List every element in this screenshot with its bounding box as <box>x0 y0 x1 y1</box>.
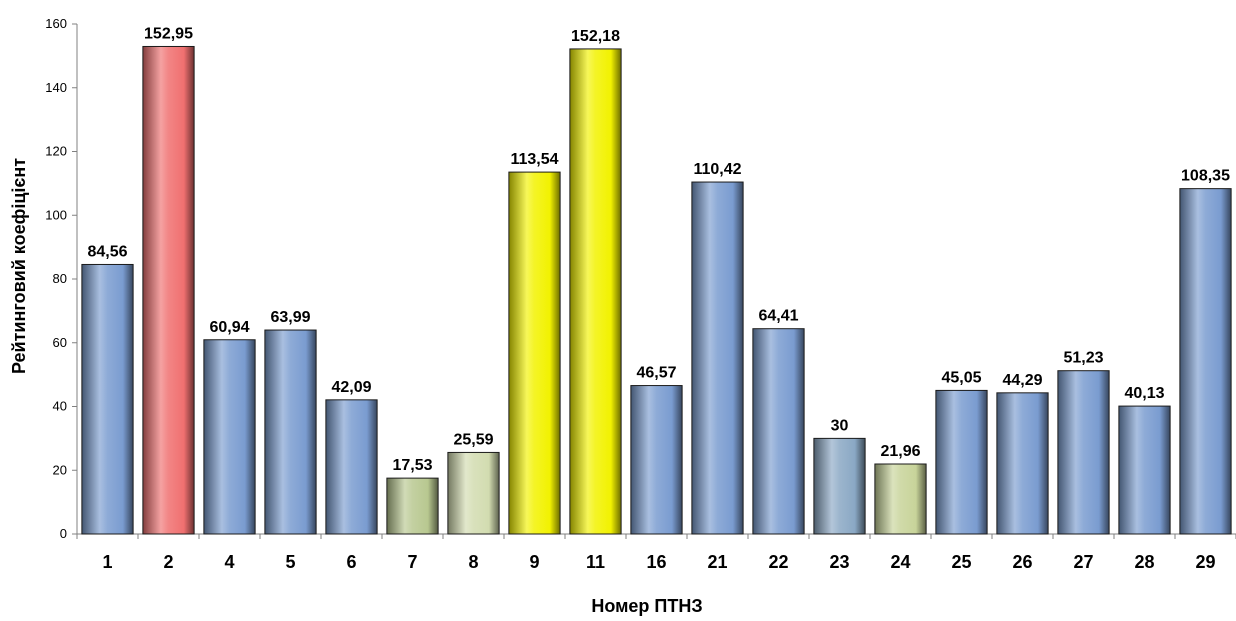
bar <box>1057 370 1110 535</box>
x-tick-label: 1 <box>102 552 112 572</box>
y-tick-label: 160 <box>45 16 67 31</box>
data-label: 64,41 <box>758 308 798 325</box>
data-labels-group: 84,56 152,95 60,94 63,99 42,09 17,53 25,59 113,… <box>87 25 1230 474</box>
bar <box>1118 405 1171 535</box>
x-tick-label: 8 <box>468 552 478 572</box>
data-label: 45,05 <box>941 369 981 386</box>
x-tick-label: 22 <box>768 552 788 572</box>
bar <box>935 389 988 535</box>
y-axis-title: Рейтинговий коефіцієнт <box>9 158 29 374</box>
x-tick-label: 6 <box>346 552 356 572</box>
bar <box>691 181 744 535</box>
bar <box>752 328 805 535</box>
bar <box>1179 188 1232 535</box>
bar <box>874 463 927 535</box>
x-tick-label: 24 <box>890 552 910 572</box>
data-label: 51,23 <box>1063 350 1103 367</box>
bar <box>386 477 439 535</box>
x-tick-label: 26 <box>1012 552 1032 572</box>
data-label: 17,53 <box>392 457 432 474</box>
data-label: 84,56 <box>87 243 127 260</box>
x-tick-label: 11 <box>586 552 605 572</box>
x-tick-label: 2 <box>163 552 173 572</box>
data-label: 44,29 <box>1002 372 1042 389</box>
x-tick-label: 25 <box>951 552 971 572</box>
data-label: 113,54 <box>510 151 558 168</box>
data-label: 42,09 <box>331 379 371 396</box>
x-tick-label: 29 <box>1195 552 1215 572</box>
x-tick-label: 9 <box>529 552 539 572</box>
data-label: 30 <box>831 417 849 434</box>
y-tick-label: 80 <box>53 271 67 286</box>
bar <box>203 339 256 535</box>
bar <box>325 399 378 535</box>
bar <box>447 451 500 535</box>
bar <box>81 263 134 535</box>
x-tick-label: 27 <box>1073 552 1093 572</box>
bar <box>630 385 683 535</box>
data-label: 46,57 <box>636 365 676 382</box>
x-tick-label: 5 <box>285 552 295 572</box>
x-axis-title: Номер ПТНЗ <box>591 596 702 616</box>
x-tick-label: 28 <box>1134 552 1154 572</box>
bar <box>142 45 195 535</box>
y-tick-label: 120 <box>45 144 67 159</box>
data-label: 152,95 <box>144 25 193 42</box>
x-tick-label: 16 <box>646 552 666 572</box>
data-label: 60,94 <box>209 319 249 336</box>
x-tick-label: 7 <box>407 552 417 572</box>
bar <box>508 171 561 535</box>
y-tick-label: 100 <box>45 207 67 222</box>
data-label: 25,59 <box>453 431 493 448</box>
y-tick-label: 140 <box>45 80 67 95</box>
y-tick-label: 0 <box>60 526 67 541</box>
y-axis: 0 20 40 60 80 100 120 140 160 <box>45 16 78 541</box>
x-tick-label: 21 <box>707 552 727 572</box>
y-tick-label: 20 <box>53 462 67 477</box>
bar <box>996 392 1049 535</box>
x-axis: 1 2 4 5 6 7 8 9 11 16 21 22 23 24 25 26 27 28 29 <box>76 533 1236 572</box>
y-tick-label: 40 <box>53 399 67 414</box>
data-label: 40,13 <box>1124 385 1164 402</box>
bar <box>569 48 622 535</box>
data-label: 21,96 <box>880 443 920 460</box>
data-label: 110,42 <box>693 161 741 178</box>
x-tick-label: 23 <box>829 552 849 572</box>
bars-group <box>81 45 1232 535</box>
bar <box>813 437 866 535</box>
x-tick-label: 4 <box>224 552 234 572</box>
data-label: 152,18 <box>571 28 620 45</box>
data-label: 108,35 <box>1181 168 1230 185</box>
y-tick-label: 60 <box>53 335 67 350</box>
data-label: 63,99 <box>270 309 310 326</box>
bar <box>264 329 317 535</box>
